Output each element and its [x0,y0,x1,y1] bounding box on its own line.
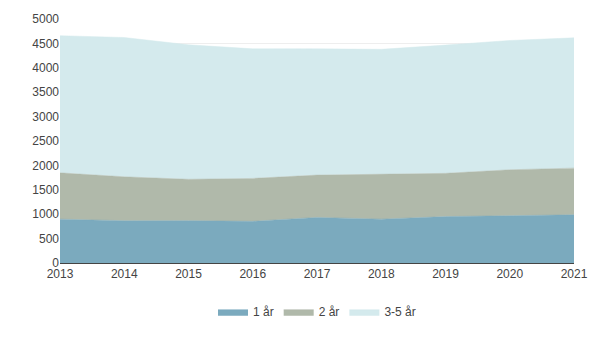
svg-text:2014: 2014 [111,267,138,281]
svg-text:2017: 2017 [304,267,331,281]
svg-text:500: 500 [39,232,59,246]
svg-text:2020: 2020 [496,267,523,281]
svg-text:5000: 5000 [32,12,59,26]
svg-text:4000: 4000 [32,61,59,75]
svg-text:2 år: 2 år [319,305,340,319]
svg-text:2015: 2015 [175,267,202,281]
svg-text:2018: 2018 [368,267,395,281]
svg-text:2021: 2021 [561,267,588,281]
svg-text:3000: 3000 [32,110,59,124]
svg-text:2000: 2000 [32,159,59,173]
svg-text:2016: 2016 [239,267,266,281]
svg-text:1 år: 1 år [253,305,274,319]
svg-text:2500: 2500 [32,134,59,148]
svg-text:4500: 4500 [32,37,59,51]
svg-text:1500: 1500 [32,183,59,197]
svg-text:1000: 1000 [32,207,59,221]
svg-text:3500: 3500 [32,85,59,99]
svg-text:2013: 2013 [47,267,74,281]
svg-text:3-5 år: 3-5 år [384,305,415,319]
svg-text:0: 0 [52,256,59,270]
svg-text:2019: 2019 [432,267,459,281]
